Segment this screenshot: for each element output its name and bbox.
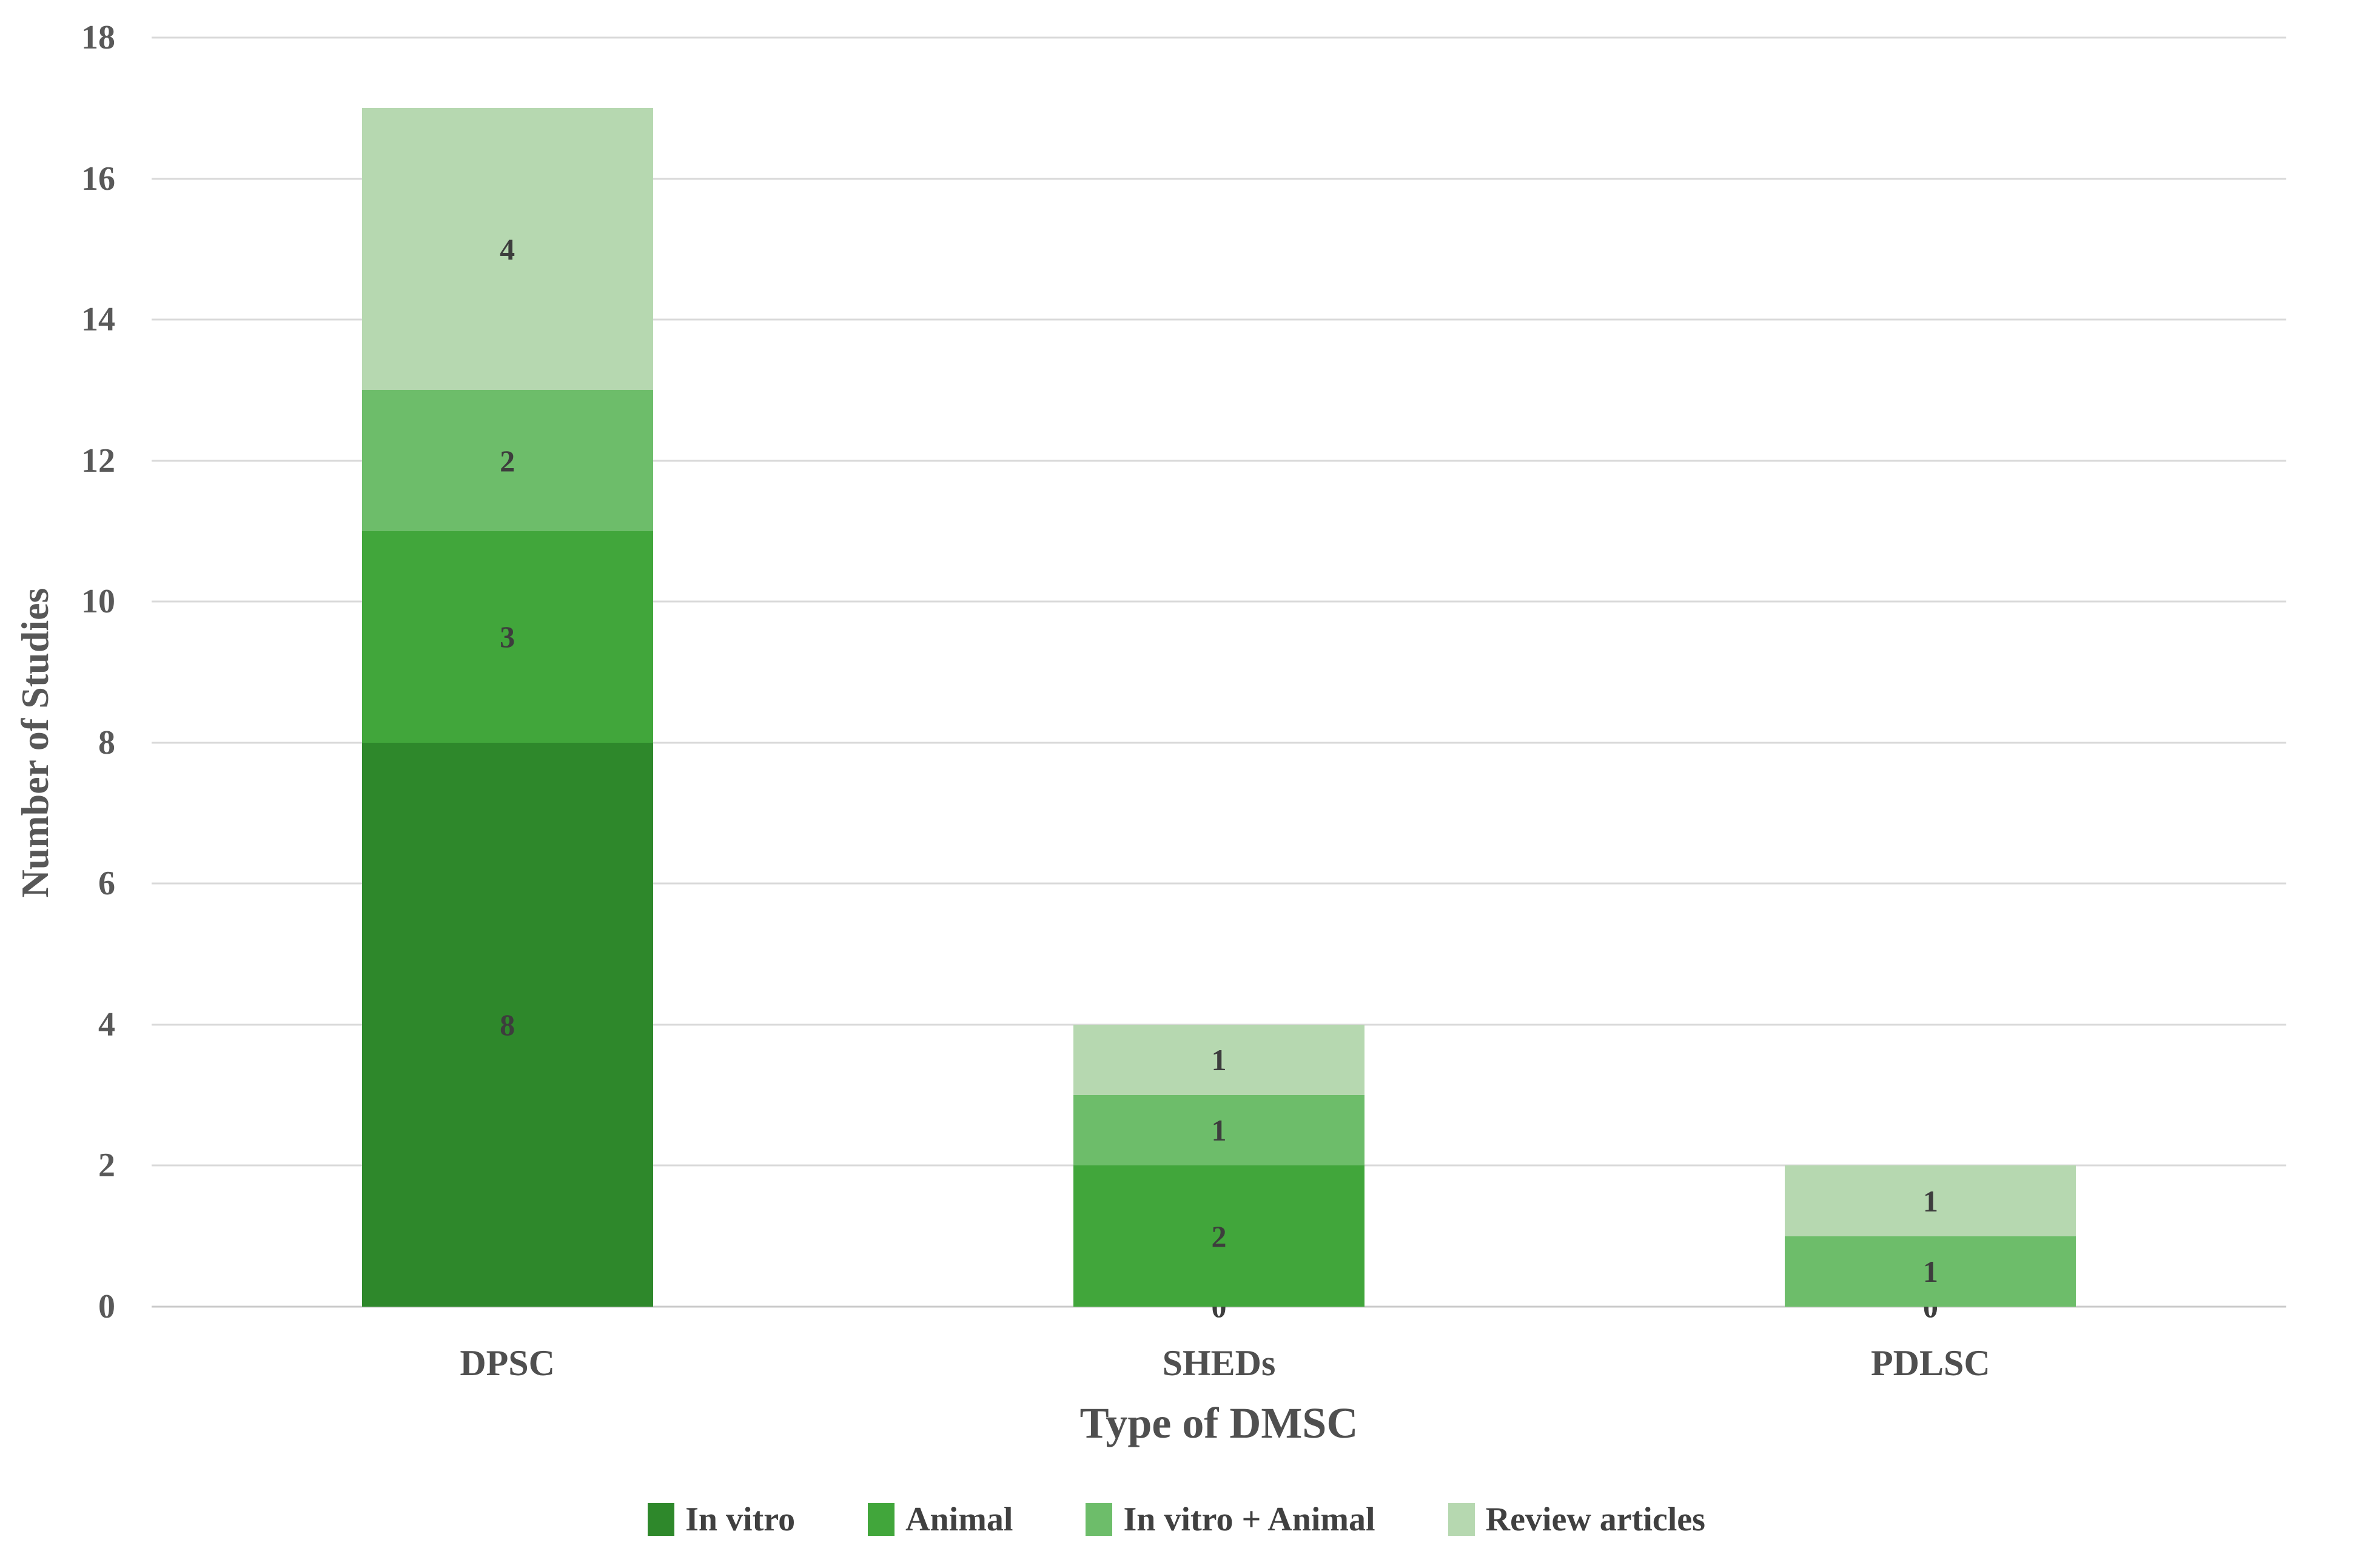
legend-label: In vitro <box>685 1501 796 1538</box>
bar-stack-dpsc: 8 3 2 4 <box>361 38 653 1307</box>
category-label-dpsc: DPSC <box>460 1343 555 1383</box>
bar-segment <box>1073 1165 1364 1307</box>
segment-value-label: 1 <box>1211 1043 1227 1077</box>
gridline-14 <box>152 318 2286 321</box>
bar-segment <box>1785 1236 2076 1307</box>
bar-segment <box>361 531 653 743</box>
y-tick-label-0: 0 <box>98 1288 115 1325</box>
segment-value-label: 1 <box>1922 1184 1938 1218</box>
legend-item: In vitro <box>648 1503 795 1536</box>
gridline-0 <box>152 1305 2286 1308</box>
legend-label: Review articles <box>1485 1501 1705 1538</box>
legend-label: In vitro + Animal <box>1123 1501 1375 1538</box>
segment-value-label: 1 <box>1922 1254 1938 1288</box>
gridline-10 <box>152 600 2286 603</box>
gridline-4 <box>152 1024 2286 1026</box>
segment-value-label: 1 <box>1211 1113 1227 1148</box>
gridline-18 <box>152 36 2286 39</box>
bar-segment <box>361 742 653 1307</box>
legend-swatch-icon <box>868 1503 895 1536</box>
legend-label: Animal <box>905 1501 1013 1538</box>
legend: In vitro Animal In vitro + Animal Review ar… <box>0 1503 2353 1536</box>
gridline-16 <box>152 178 2286 180</box>
category-label-sheds: SHEDs <box>1162 1343 1276 1383</box>
bar-segment <box>1073 1024 1364 1096</box>
legend-item: Review articles <box>1448 1503 1705 1536</box>
bar-segment <box>361 390 653 531</box>
segment-value-label: 2 <box>500 443 515 478</box>
y-axis-ticks: 0 2 4 6 8 10 12 14 16 18 <box>0 21 115 1324</box>
segment-value-label: 4 <box>500 232 515 266</box>
y-tick-label-18: 18 <box>81 19 115 56</box>
gridline-12 <box>152 460 2286 462</box>
legend-swatch-icon <box>1448 1503 1475 1536</box>
y-tick-label-8: 8 <box>98 723 115 762</box>
gridline-6 <box>152 882 2286 885</box>
segment-value-label: 3 <box>500 620 515 654</box>
y-tick-label-6: 6 <box>98 865 115 903</box>
legend-swatch-icon <box>1086 1503 1113 1536</box>
bar-segment <box>361 108 653 390</box>
y-tick-label-12: 12 <box>81 441 115 480</box>
bar-segment <box>1073 1095 1364 1166</box>
y-tick-label-14: 14 <box>81 301 115 339</box>
bar-segment <box>1785 1165 2076 1236</box>
legend-item: In vitro + Animal <box>1086 1503 1375 1536</box>
y-tick-label-16: 16 <box>81 159 115 198</box>
gridline-8 <box>152 742 2286 744</box>
y-tick-label-10: 10 <box>81 583 115 621</box>
legend-item: Animal <box>868 1503 1013 1536</box>
segment-value-label: 8 <box>500 1007 515 1042</box>
y-tick-label-2: 2 <box>98 1147 115 1185</box>
y-tick-label-4: 4 <box>98 1005 115 1044</box>
x-axis-title: Type of DMSC <box>1079 1399 1358 1447</box>
legend-swatch-icon <box>648 1503 675 1536</box>
segment-value-label: 2 <box>1211 1219 1227 1253</box>
x-axis-category-labels: DPSC SHEDs PDLSC <box>152 1343 2286 1398</box>
category-label-pdlsc: PDLSC <box>1870 1343 1990 1383</box>
